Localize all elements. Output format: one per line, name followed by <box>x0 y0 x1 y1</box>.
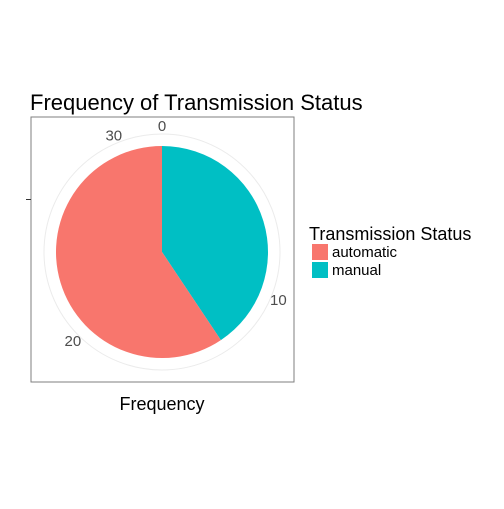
legend-swatch-automatic <box>312 244 328 260</box>
legend-label-manual: manual <box>332 262 381 279</box>
angle-tick-label: 10 <box>270 292 287 309</box>
legend-title: Transmission Status <box>309 224 471 244</box>
x-axis-label: Frequency <box>119 394 204 414</box>
angle-tick-label: 20 <box>65 333 82 350</box>
legend-swatch-manual <box>312 262 328 278</box>
pie-slices <box>56 146 268 358</box>
legend-label-automatic: automatic <box>332 244 398 261</box>
chart-title: Frequency of Transmission Status <box>30 90 363 115</box>
angle-tick-label: 30 <box>105 128 122 145</box>
angle-tick-label: 0 <box>158 118 166 135</box>
